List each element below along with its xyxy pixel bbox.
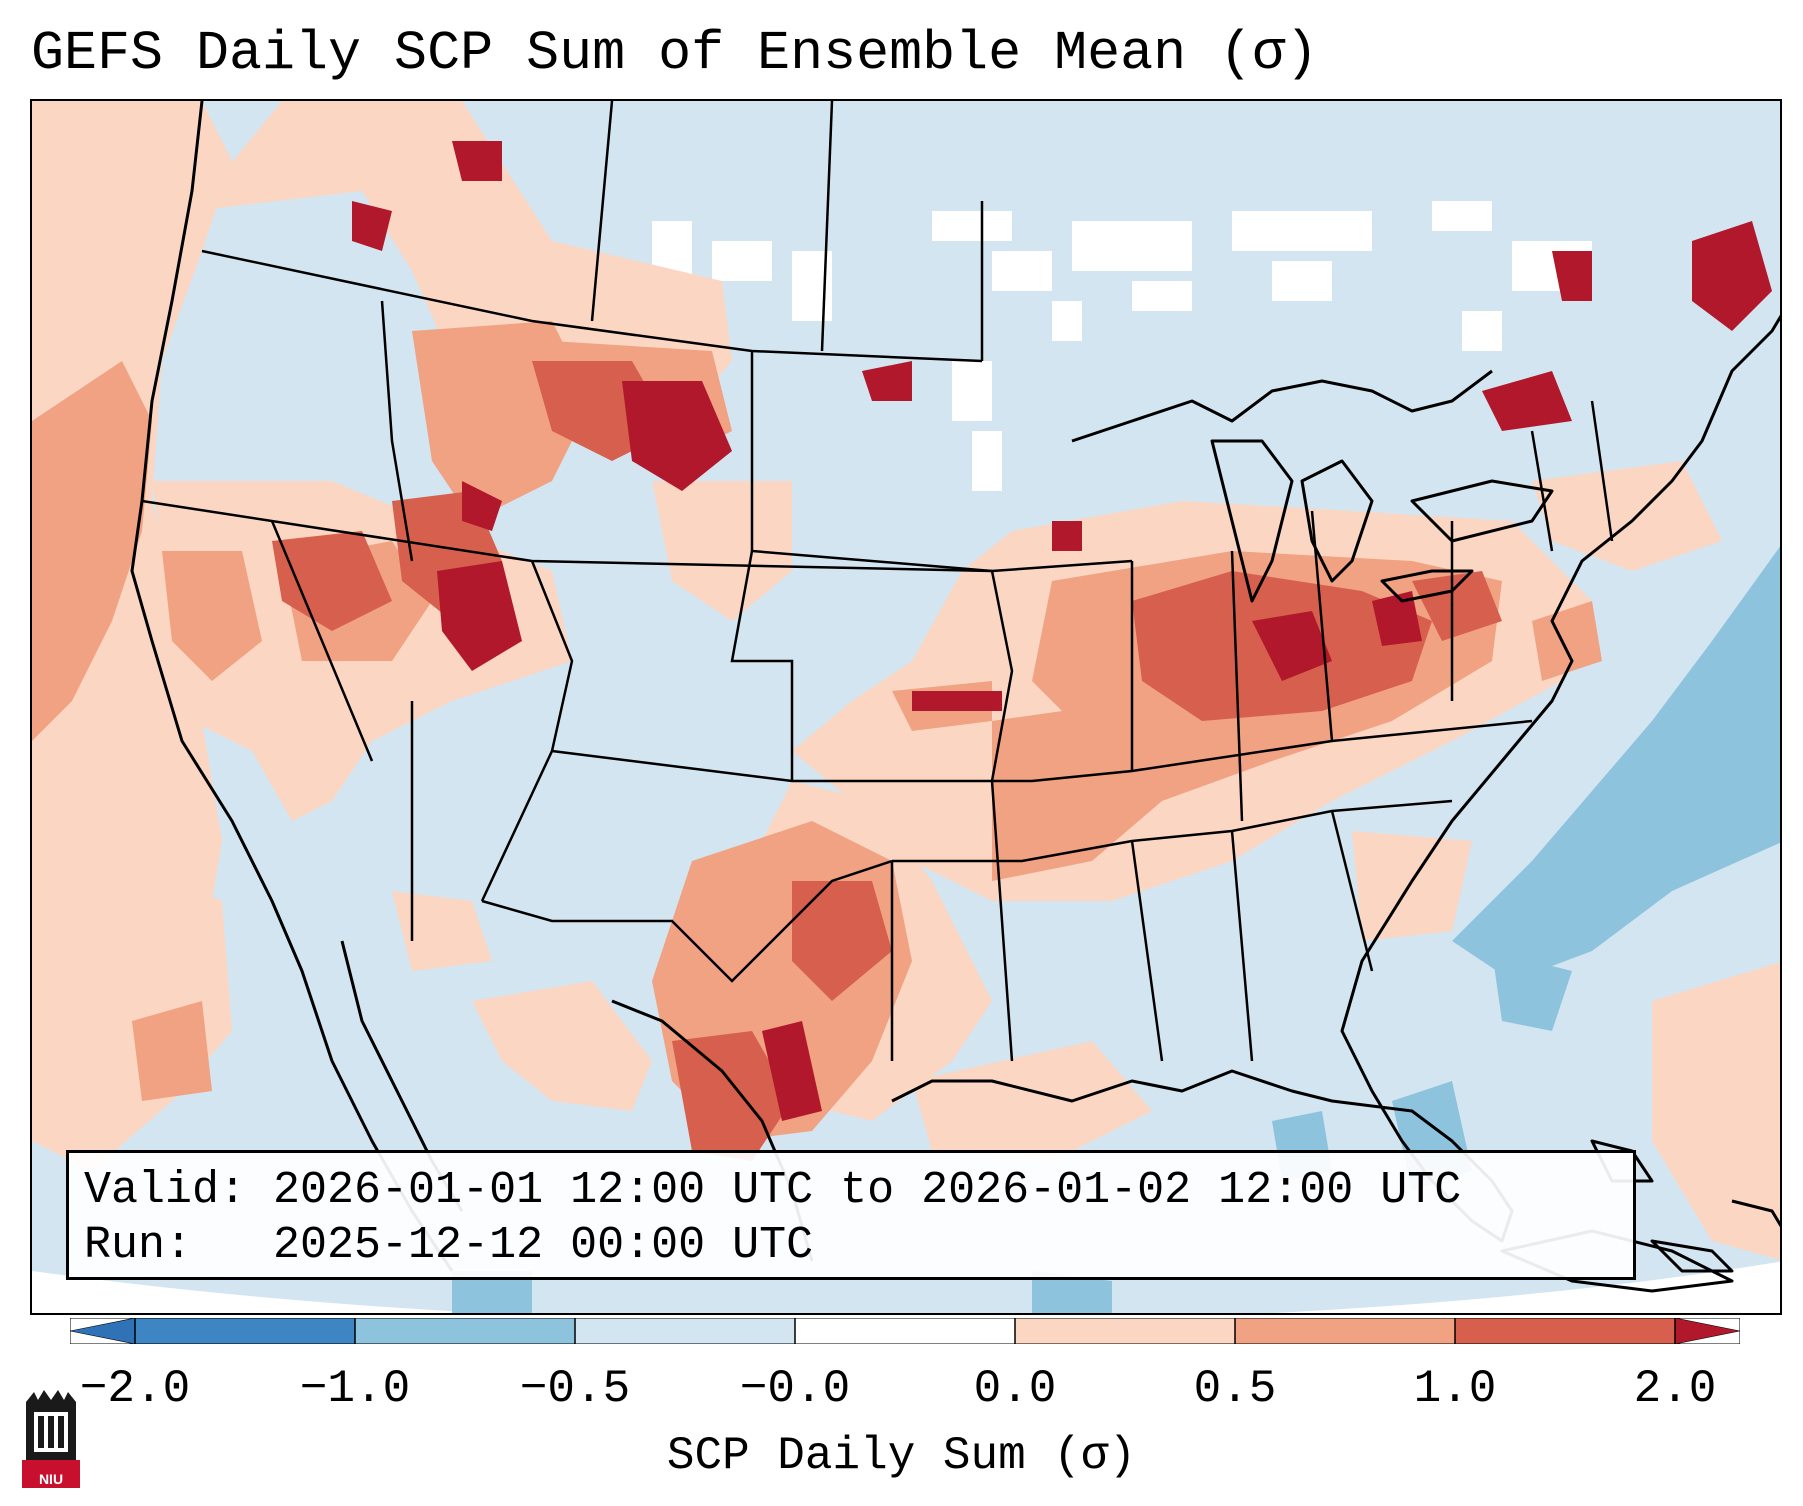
colorbar-bin [354,1318,576,1344]
missing-data-cells [652,201,1592,491]
valid-run-info-box: Valid: 2026-01-01 12:00 UTC to 2026-01-0… [66,1150,1636,1280]
niu-logo-icon [22,1390,80,1488]
colorbar-tick-label: 2.0 [1633,1363,1717,1415]
colorbar-bin [70,1318,136,1344]
colorbar-bin [1234,1318,1456,1344]
valid-time-text: Valid: 2026-01-01 12:00 UTC to 2026-01-0… [84,1165,1462,1216]
map-corner-mask [32,1261,1780,1313]
colorbar-tick-label: 0.0 [973,1363,1057,1415]
colorbar-tick-label: −0.0 [739,1363,851,1415]
colorbar-bin [1454,1318,1676,1344]
colorbar-bin [134,1318,356,1344]
colorbar-label: SCP Daily Sum (σ) [666,1430,1137,1482]
colorbar [70,1318,1740,1344]
coastlines-and-borders [130,101,1780,1293]
colorbar-bin [574,1318,796,1344]
colorbar-bin [1014,1318,1236,1344]
scp-anomaly-map [32,101,1780,1313]
colorbar-tick-label: −1.0 [299,1363,411,1415]
extreme-positive-areas [352,141,1772,1121]
run-time-text: Run: 2025-12-12 00:00 UTC [84,1220,814,1271]
colorbar-bin [1674,1318,1740,1344]
state-boundaries [141,101,1614,1062]
niu-logo-text: NIU [38,1471,64,1487]
colorbar-tick-label: 0.5 [1193,1363,1277,1415]
colorbar-tick-label: −2.0 [79,1363,191,1415]
map-title: GEFS Daily SCP Sum of Ensemble Mean (σ) [31,22,1319,85]
colorbar-bin [794,1318,1016,1344]
colorbar-tick-label: 1.0 [1413,1363,1497,1415]
colorbar-tick-label: −0.5 [519,1363,631,1415]
map-panel [30,99,1782,1315]
